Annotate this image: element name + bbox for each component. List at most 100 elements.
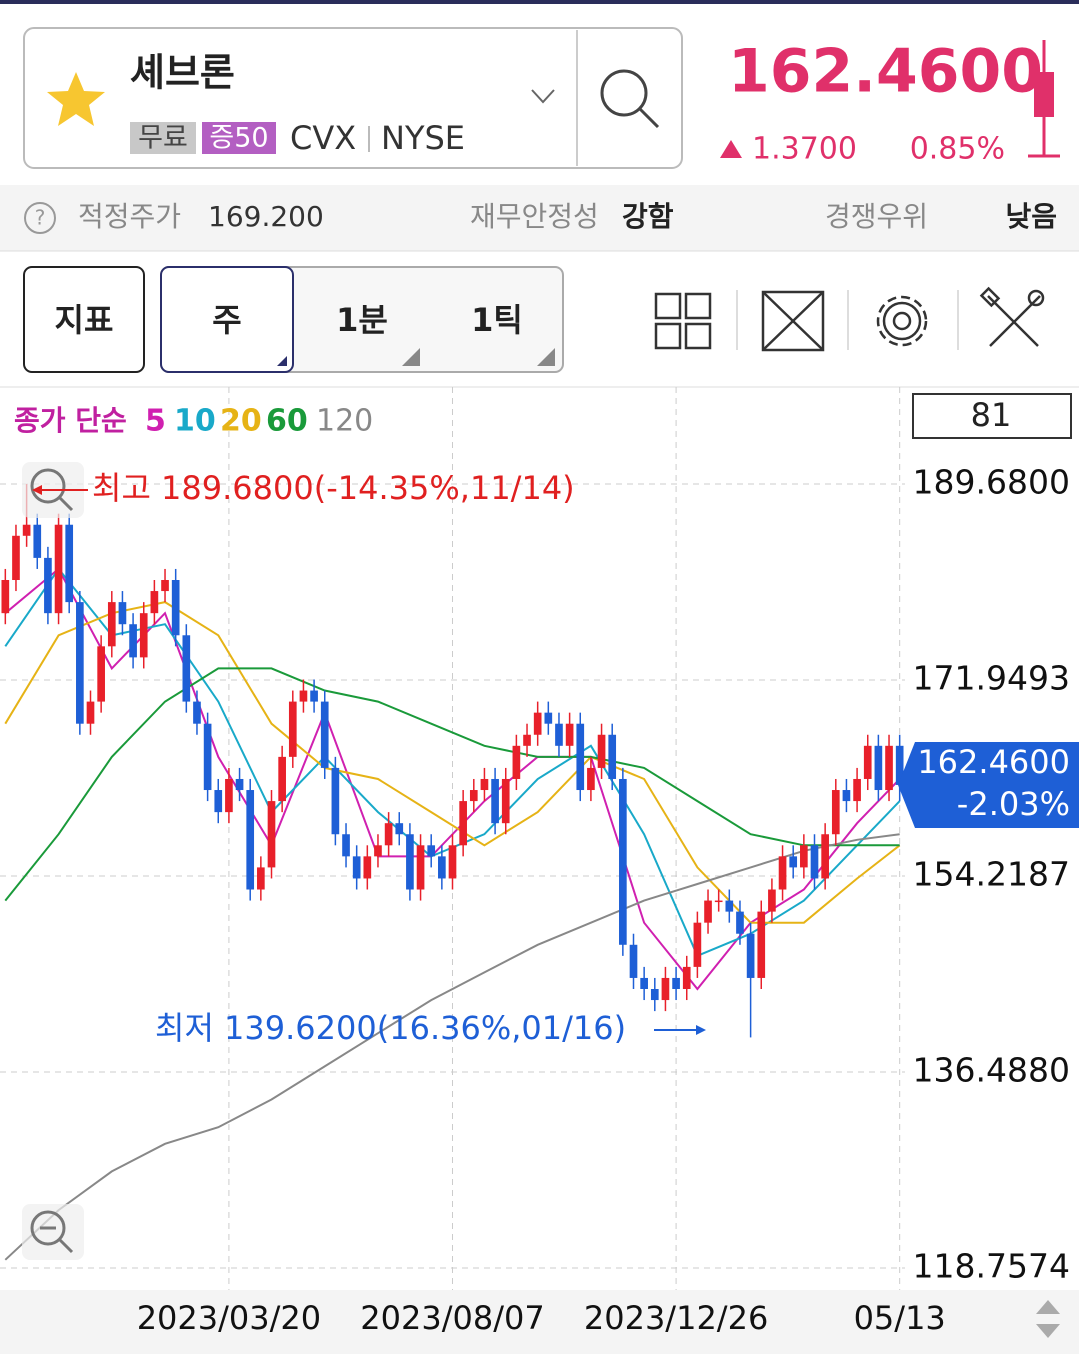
candle-body bbox=[831, 790, 840, 835]
zoom-in-icon bbox=[58, 496, 74, 512]
candle-body bbox=[619, 778, 627, 945]
candle-body bbox=[107, 602, 116, 647]
candle-body bbox=[182, 635, 191, 702]
candle-body bbox=[629, 944, 638, 978]
tag: 무료 bbox=[138, 123, 188, 154]
x-tick-label: 2023/08/07 bbox=[360, 1299, 544, 1337]
candle-body bbox=[523, 734, 531, 746]
candle-body bbox=[278, 756, 286, 802]
candle-body bbox=[885, 745, 893, 791]
candle-body bbox=[33, 524, 42, 558]
last-price: 162.4600 bbox=[917, 743, 1070, 781]
candle-body bbox=[267, 801, 276, 868]
period-label[interactable]: 1틱 bbox=[471, 301, 523, 339]
candle-body bbox=[587, 767, 595, 791]
candle-body bbox=[161, 580, 169, 592]
search-icon[interactable] bbox=[600, 69, 648, 117]
candle-body bbox=[44, 557, 52, 614]
candle-body bbox=[650, 989, 659, 1001]
candle-body bbox=[661, 977, 670, 1001]
dropdown-icon[interactable] bbox=[531, 89, 555, 104]
fair-price-label: 적정주가 bbox=[78, 200, 181, 233]
candle-body bbox=[139, 613, 148, 658]
candle-body bbox=[193, 701, 201, 724]
scroll-up[interactable] bbox=[1036, 1300, 1060, 1314]
top-bar bbox=[0, 0, 1079, 4]
candle-body bbox=[384, 823, 393, 846]
period-label[interactable]: 1분 bbox=[336, 301, 388, 339]
settings-icon[interactable] bbox=[876, 295, 928, 347]
legend: 5 10 20 60 120 bbox=[145, 404, 373, 439]
tag: 증50 bbox=[209, 123, 268, 154]
expand-icon[interactable] bbox=[761, 290, 825, 352]
zoom-out-button[interactable] bbox=[22, 1204, 84, 1260]
candle-body bbox=[853, 778, 861, 802]
candle-body bbox=[555, 723, 563, 746]
moat-label: 경쟁우위 bbox=[825, 200, 928, 233]
moat: 낮음 bbox=[1005, 200, 1057, 233]
candle-body bbox=[374, 845, 382, 857]
candle-body bbox=[129, 624, 137, 658]
candle-body bbox=[246, 790, 255, 890]
candle-body bbox=[427, 845, 436, 857]
candle-body bbox=[214, 790, 223, 813]
legend-entry: 5 bbox=[145, 404, 166, 439]
tools-icon[interactable] bbox=[979, 286, 1045, 347]
up-arrow bbox=[720, 140, 742, 158]
candle-body bbox=[171, 580, 180, 636]
corner-mark bbox=[402, 348, 420, 366]
candle-body bbox=[76, 602, 84, 724]
candle-body bbox=[97, 646, 105, 702]
candle-body bbox=[342, 834, 350, 857]
candle-body bbox=[459, 801, 467, 846]
candle-icon-body bbox=[1034, 72, 1054, 117]
candle-body bbox=[491, 778, 499, 824]
candle-body bbox=[512, 745, 521, 779]
indicator-button[interactable] bbox=[23, 266, 145, 373]
candle-body bbox=[22, 524, 31, 536]
y-tick-label: 189.6800 bbox=[913, 463, 1070, 502]
candle-body bbox=[874, 745, 883, 791]
candle-body bbox=[842, 790, 851, 802]
favorite-star[interactable] bbox=[47, 72, 105, 126]
candle-body bbox=[416, 845, 425, 890]
legend-entry: 10 bbox=[174, 404, 216, 439]
candle-body bbox=[800, 845, 808, 868]
candle-body bbox=[682, 966, 691, 989]
candle-body bbox=[310, 690, 318, 702]
y-tick-label: 136.4880 bbox=[913, 1051, 1070, 1090]
candle-body bbox=[65, 524, 74, 603]
zoom-out-icon bbox=[58, 1238, 74, 1254]
corner-mark bbox=[277, 356, 287, 366]
ma-line bbox=[4, 667, 900, 902]
candle-body bbox=[757, 911, 766, 978]
x-axis: 2023/03/20 2023/08/07 2023/12/26 05/13 bbox=[137, 1299, 946, 1337]
legend-label: 종가 단순 bbox=[14, 404, 127, 437]
legend-entry: 20 bbox=[220, 404, 262, 439]
candle-body bbox=[778, 856, 787, 890]
scroll-down[interactable] bbox=[1036, 1324, 1060, 1338]
low-annotation: 최저 139.6200(16.36%,01/16) bbox=[155, 1009, 626, 1047]
help-icon[interactable] bbox=[24, 202, 56, 234]
candle-body bbox=[331, 767, 340, 835]
zoom-in-icon bbox=[30, 468, 66, 504]
candle-body bbox=[704, 900, 712, 923]
search-icon-handle bbox=[638, 107, 660, 129]
candle-body bbox=[821, 834, 829, 879]
legend-entry: 60 bbox=[266, 404, 308, 439]
candle-body bbox=[320, 701, 329, 768]
candle-body bbox=[597, 734, 606, 768]
ticker: CVX bbox=[290, 119, 356, 157]
candle-body bbox=[501, 778, 510, 824]
candle-body bbox=[150, 591, 159, 614]
stability: 강함 bbox=[622, 200, 674, 233]
period-selected[interactable] bbox=[160, 266, 294, 373]
candle-body bbox=[299, 690, 308, 702]
stability-label: 재무안정성 bbox=[470, 200, 599, 233]
layout-icon[interactable] bbox=[654, 292, 712, 350]
last-price-box bbox=[898, 742, 1079, 828]
y-axis-area bbox=[905, 388, 1079, 1290]
price: 162.4600 bbox=[728, 37, 1043, 107]
